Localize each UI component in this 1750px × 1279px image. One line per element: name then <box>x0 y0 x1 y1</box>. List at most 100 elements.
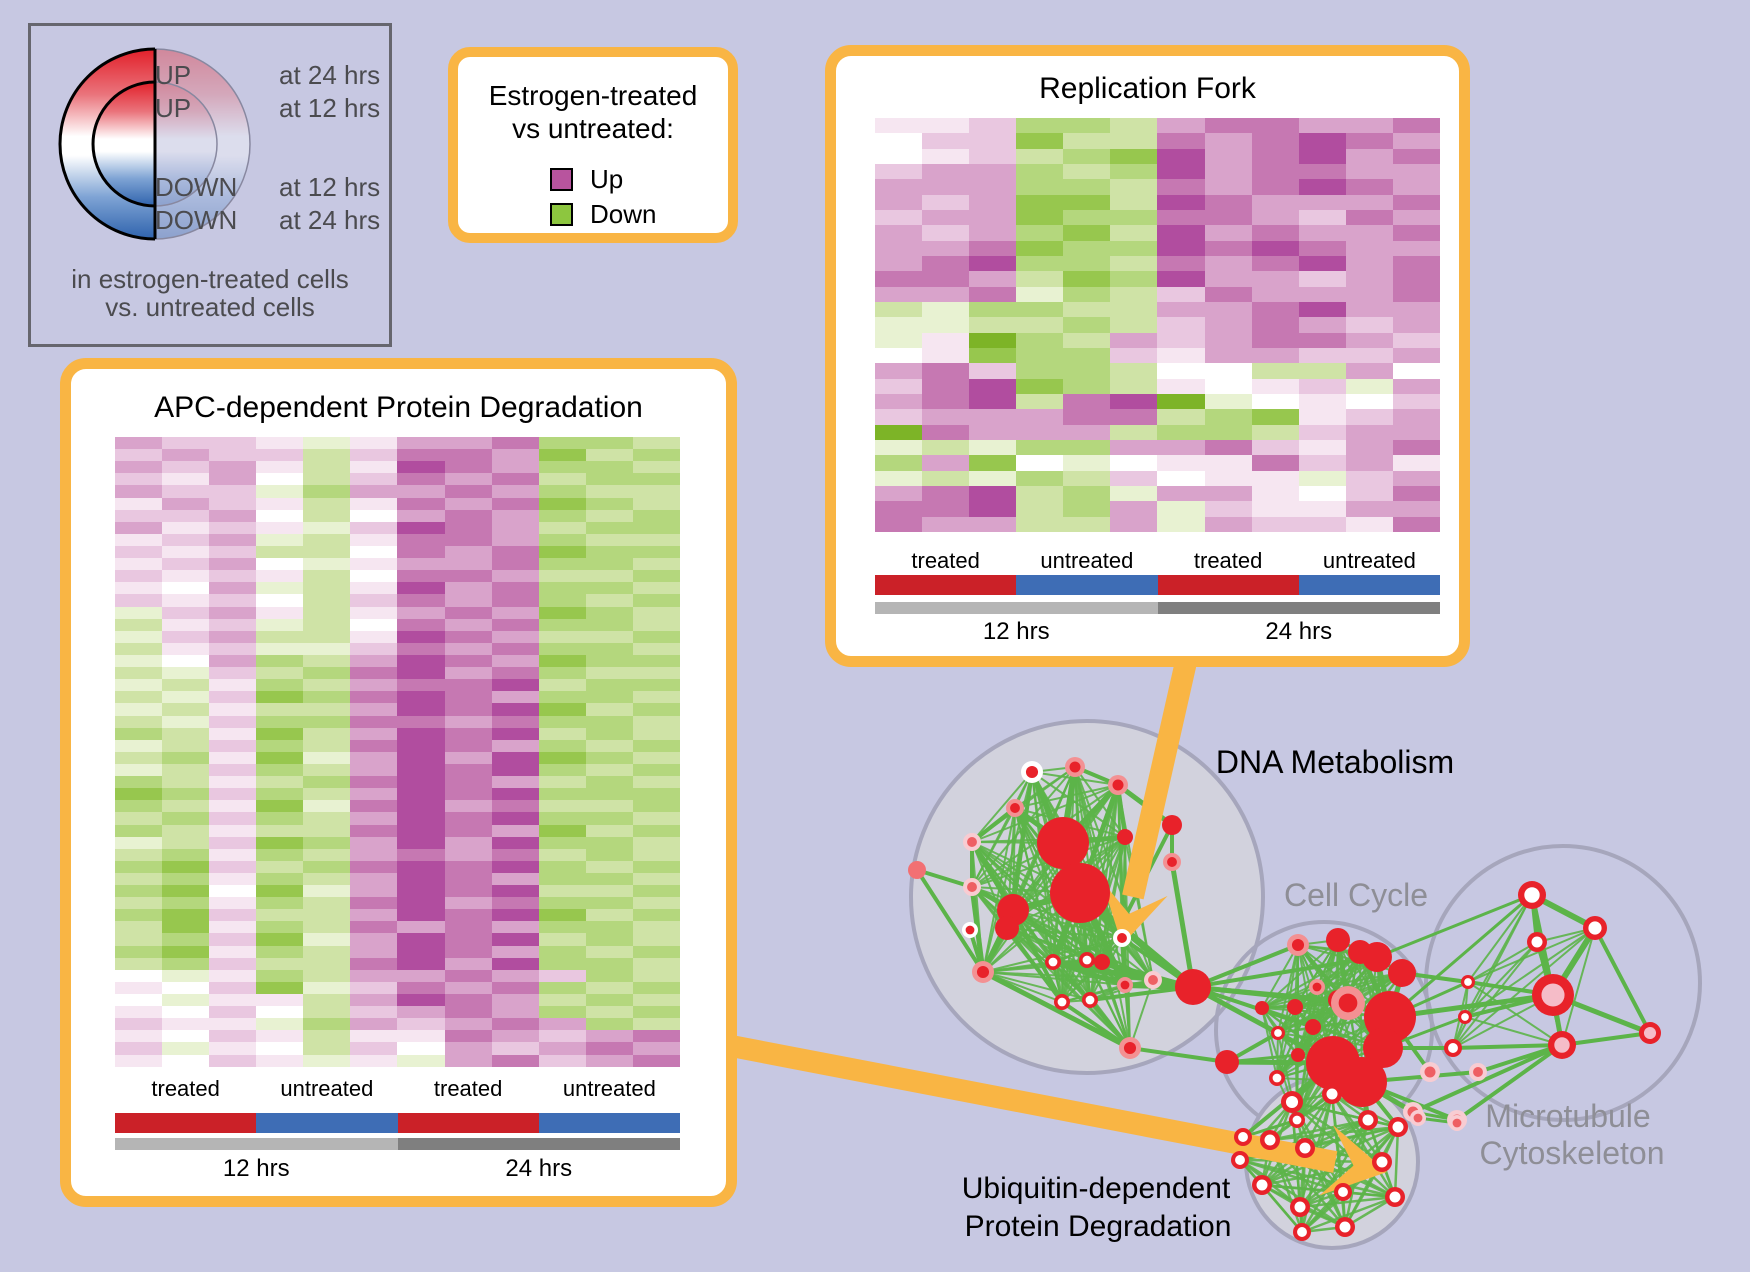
rf-heatmap-row <box>875 439 1440 456</box>
apc-heatmap-row <box>115 497 680 510</box>
sample-label: treated <box>911 548 980 573</box>
network-edge <box>1561 927 1596 1046</box>
apc-heatmap-row <box>115 545 680 559</box>
gene-node-core <box>1452 1118 1462 1128</box>
gene-node <box>995 916 1019 940</box>
gene-node <box>1094 954 1110 970</box>
apc-heatmap-row <box>115 776 680 789</box>
apc-heatmap-row <box>115 570 680 583</box>
apc-heatmap-row <box>115 727 680 740</box>
gene-node <box>1162 815 1182 835</box>
network-edge <box>1006 927 1131 1049</box>
apc-heatmap-row <box>115 751 680 764</box>
network-edge <box>1190 984 1351 1006</box>
network-edge <box>1467 927 1596 983</box>
estrogen-legend: Estrogen-treated vs untreated: Up Down <box>448 47 738 243</box>
network-edge <box>1060 1000 1132 1050</box>
down-swatch-icon <box>550 203 573 226</box>
network-edge <box>1261 944 1299 1009</box>
network-edge <box>1375 893 1534 959</box>
gene-node <box>908 861 926 879</box>
rf-heatmap-row <box>875 194 1440 210</box>
sample-label: treated <box>1193 548 1263 573</box>
apc-heatmap-row <box>115 703 680 716</box>
rf-heatmap-row <box>875 209 1440 226</box>
gene-node-core <box>1069 761 1081 773</box>
network-edge <box>1411 1043 1564 1114</box>
ring-scale-legend: UP at 24 hrs UP at 12 hrs DOWN at 12 hrs… <box>28 23 392 347</box>
network-edge <box>1452 927 1596 1049</box>
cluster-label: Protein Degradation <box>965 1210 1232 1243</box>
apc-heatmap-row <box>115 667 680 680</box>
apc-heatmap-row <box>115 921 680 934</box>
network-edge <box>971 841 1088 961</box>
gene-node-core <box>1461 1013 1469 1021</box>
sample-label: untreated <box>562 1076 656 1101</box>
network-edge <box>1387 992 1556 1020</box>
apc-heatmap-row <box>115 521 680 534</box>
network-edge <box>970 806 1017 844</box>
gene-node-core <box>1392 1121 1404 1133</box>
network-edge <box>1299 1195 1396 1209</box>
time-label: 24 hrs <box>505 1155 573 1182</box>
rf-heatmap-row <box>875 118 1440 134</box>
cluster-label: Cell Cycle <box>1284 877 1428 913</box>
gene-node-core <box>1148 975 1158 985</box>
apc-heatmap-row <box>115 1042 680 1055</box>
gene-node <box>1388 959 1416 987</box>
gene-node-core <box>1238 1132 1248 1142</box>
network-edge <box>982 971 1091 1001</box>
apc-heatmap-row <box>115 594 680 607</box>
ring-row-time-1: at 12 hrs <box>279 93 381 123</box>
time-color-bar <box>115 1138 680 1150</box>
gene-node <box>1337 1057 1387 1107</box>
gene-node-core <box>1339 1221 1351 1233</box>
apc-heatmap-row <box>115 994 680 1007</box>
gene-node-core <box>1264 1134 1276 1146</box>
rf-heatmap-row <box>875 286 1440 302</box>
gene-node-core <box>1120 980 1130 990</box>
rf-heatmap-row <box>875 393 1440 410</box>
apc-heatmap-row <box>115 860 680 873</box>
network-edge <box>1241 1118 1299 1139</box>
apc-panel-title: APC-dependent Protein Degradation <box>154 391 643 424</box>
gene-node-core <box>1524 887 1540 903</box>
apc-heatmap-row <box>115 969 680 982</box>
gene-node-core <box>1112 779 1124 791</box>
apc-heatmap-row <box>115 642 680 655</box>
time-label: 12 hrs <box>982 618 1050 645</box>
apc-heatmap-row <box>115 473 680 486</box>
rf-heatmap-row <box>875 516 1440 532</box>
rf-heatmap-row <box>875 347 1440 364</box>
time-color-bar <box>875 602 1440 614</box>
rf-heatmap <box>875 118 1440 532</box>
cluster-label: DNA Metabolism <box>1216 744 1454 780</box>
apc-heatmap-row <box>115 945 680 958</box>
gene-node-core <box>1082 955 1092 965</box>
network-edge <box>1452 941 1538 1049</box>
rf-heatmap-row <box>875 301 1440 318</box>
apc-heatmap-row <box>115 449 680 462</box>
gene-node-core <box>1292 1115 1302 1125</box>
rf-heatmap-row <box>875 485 1440 502</box>
network-edge <box>971 807 1016 888</box>
network-edge <box>1276 1002 1349 1079</box>
gene-node-core <box>1117 933 1127 943</box>
rf-heatmap-row <box>875 148 1440 164</box>
sample-label: untreated <box>280 1076 374 1101</box>
gene-node-core <box>1338 993 1358 1013</box>
legend-item-up: Up <box>550 164 623 195</box>
apc-heatmap-row <box>115 582 680 595</box>
gene-node-core <box>1338 1187 1348 1197</box>
network-edge <box>1239 1159 1303 1233</box>
estrogen-legend-title-line1: Estrogen-treated <box>488 80 698 111</box>
gene-node <box>1362 942 1392 972</box>
apc-heatmap-row <box>115 800 680 813</box>
rf-heatmap-row <box>875 470 1440 486</box>
replication-fork-panel: Replication Fork treated untreated treated… <box>825 45 1470 667</box>
gene-node-core <box>1256 1179 1268 1191</box>
cluster-label: Microtubule <box>1485 1098 1650 1134</box>
gene-node-core <box>1413 1113 1423 1123</box>
gene-node-core <box>1531 936 1543 948</box>
